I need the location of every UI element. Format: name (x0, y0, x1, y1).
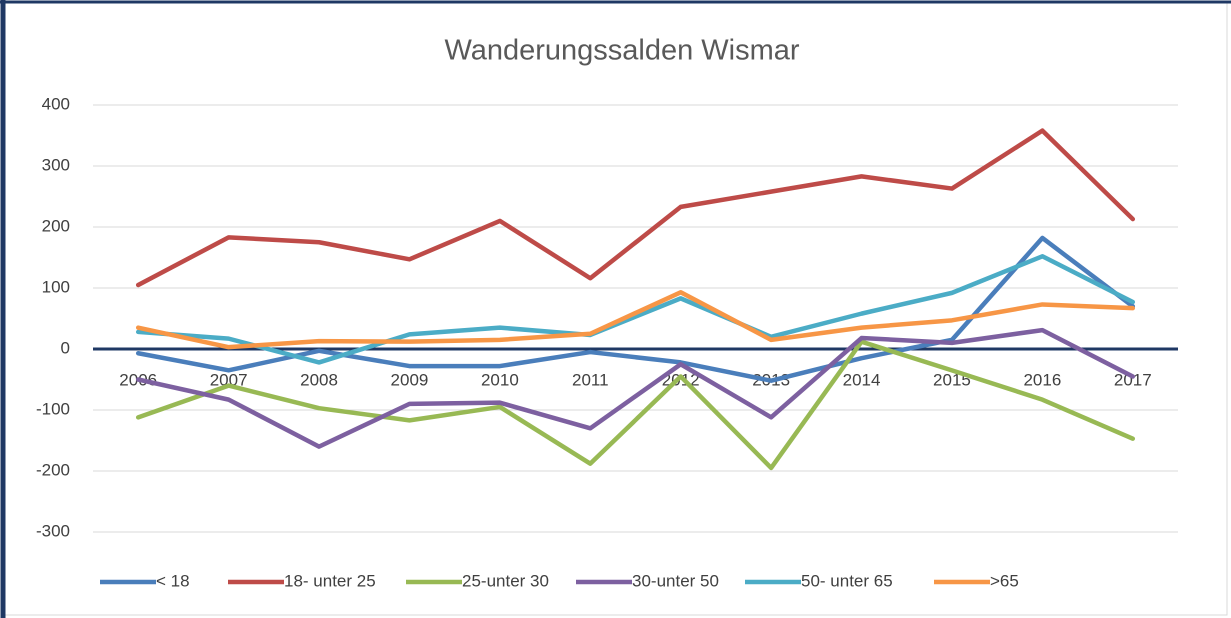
x-tick-label: 2017 (1114, 370, 1152, 389)
x-tick-label: 2009 (391, 370, 429, 389)
series-line (135, 235, 1136, 383)
x-tick-label: 2014 (843, 370, 881, 389)
x-tick-label: 2007 (210, 370, 248, 389)
y-tick-label: -100 (36, 399, 70, 418)
series-line (135, 339, 1136, 471)
y-tick-label: 300 (42, 155, 70, 174)
series-line (135, 254, 1136, 365)
y-tick-label: 100 (42, 277, 70, 296)
series-line (135, 290, 1136, 350)
series-line (135, 128, 1136, 288)
legend-label: 50- unter 65 (801, 571, 893, 590)
x-tick-label: 2016 (1023, 370, 1061, 389)
y-tick-label: -300 (36, 521, 70, 540)
legend-label: < 18 (156, 571, 190, 590)
legend-label: >65 (990, 571, 1019, 590)
x-tick-label: 2010 (481, 370, 519, 389)
y-tick-label: -200 (36, 460, 70, 479)
y-tick-label: 0 (61, 338, 70, 357)
x-tick-label: 2011 (572, 370, 609, 389)
series-line (135, 327, 1136, 449)
legend-label: 30-unter 50 (632, 571, 719, 590)
legend-label: 25-unter 30 (462, 571, 549, 590)
x-tick-label: 2008 (300, 370, 338, 389)
chart-title: Wanderungssalden Wismar (444, 35, 799, 67)
y-tick-label: 200 (42, 216, 70, 235)
y-tick-label: 400 (42, 94, 70, 113)
legend-label: 18- unter 25 (284, 571, 376, 590)
